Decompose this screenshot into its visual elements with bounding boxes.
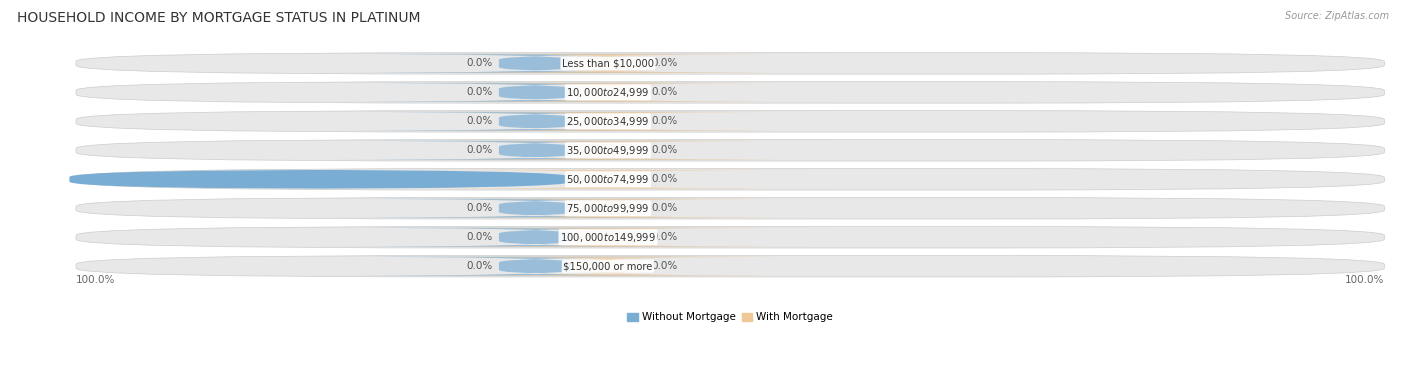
FancyBboxPatch shape xyxy=(308,54,763,73)
Text: 100.0%: 100.0% xyxy=(13,174,56,184)
Text: $75,000 to $99,999: $75,000 to $99,999 xyxy=(567,202,650,215)
FancyBboxPatch shape xyxy=(76,198,1385,219)
Text: 0.0%: 0.0% xyxy=(465,87,492,97)
Text: Source: ZipAtlas.com: Source: ZipAtlas.com xyxy=(1285,11,1389,21)
Legend: Without Mortgage, With Mortgage: Without Mortgage, With Mortgage xyxy=(623,308,838,326)
FancyBboxPatch shape xyxy=(76,139,1385,161)
Text: 0.0%: 0.0% xyxy=(651,87,678,97)
Text: Less than $10,000: Less than $10,000 xyxy=(562,58,654,68)
Text: 0.0%: 0.0% xyxy=(465,116,492,126)
FancyBboxPatch shape xyxy=(380,83,837,102)
Text: 0.0%: 0.0% xyxy=(651,232,678,242)
FancyBboxPatch shape xyxy=(76,82,1385,103)
FancyBboxPatch shape xyxy=(308,257,763,276)
FancyBboxPatch shape xyxy=(76,169,1385,190)
Text: $25,000 to $34,999: $25,000 to $34,999 xyxy=(567,115,650,128)
Text: $35,000 to $49,999: $35,000 to $49,999 xyxy=(567,144,650,157)
FancyBboxPatch shape xyxy=(380,228,837,247)
Text: 100.0%: 100.0% xyxy=(1346,275,1385,285)
FancyBboxPatch shape xyxy=(380,112,837,131)
FancyBboxPatch shape xyxy=(76,256,1385,277)
Text: 0.0%: 0.0% xyxy=(651,116,678,126)
FancyBboxPatch shape xyxy=(380,54,837,73)
Text: HOUSEHOLD INCOME BY MORTGAGE STATUS IN PLATINUM: HOUSEHOLD INCOME BY MORTGAGE STATUS IN P… xyxy=(17,11,420,25)
FancyBboxPatch shape xyxy=(380,257,837,276)
Text: $100,000 to $149,999: $100,000 to $149,999 xyxy=(560,231,657,244)
FancyBboxPatch shape xyxy=(76,53,1385,74)
Text: $150,000 or more: $150,000 or more xyxy=(564,261,652,271)
Text: 0.0%: 0.0% xyxy=(651,146,678,155)
FancyBboxPatch shape xyxy=(308,199,763,218)
FancyBboxPatch shape xyxy=(380,170,837,189)
FancyBboxPatch shape xyxy=(76,227,1385,248)
Text: 0.0%: 0.0% xyxy=(465,58,492,68)
Text: $10,000 to $24,999: $10,000 to $24,999 xyxy=(567,86,650,99)
Text: 0.0%: 0.0% xyxy=(651,58,678,68)
Text: 0.0%: 0.0% xyxy=(465,146,492,155)
FancyBboxPatch shape xyxy=(308,141,763,160)
FancyBboxPatch shape xyxy=(69,170,572,189)
Text: 0.0%: 0.0% xyxy=(465,261,492,271)
Text: 0.0%: 0.0% xyxy=(651,261,678,271)
FancyBboxPatch shape xyxy=(76,110,1385,132)
FancyBboxPatch shape xyxy=(380,199,837,218)
Text: $50,000 to $74,999: $50,000 to $74,999 xyxy=(567,173,650,186)
FancyBboxPatch shape xyxy=(308,112,763,131)
Text: 0.0%: 0.0% xyxy=(651,174,678,184)
Text: 0.0%: 0.0% xyxy=(465,203,492,213)
FancyBboxPatch shape xyxy=(380,141,837,160)
Text: 100.0%: 100.0% xyxy=(76,275,115,285)
FancyBboxPatch shape xyxy=(308,228,763,247)
Text: 0.0%: 0.0% xyxy=(465,232,492,242)
Text: 0.0%: 0.0% xyxy=(651,203,678,213)
FancyBboxPatch shape xyxy=(308,83,763,102)
